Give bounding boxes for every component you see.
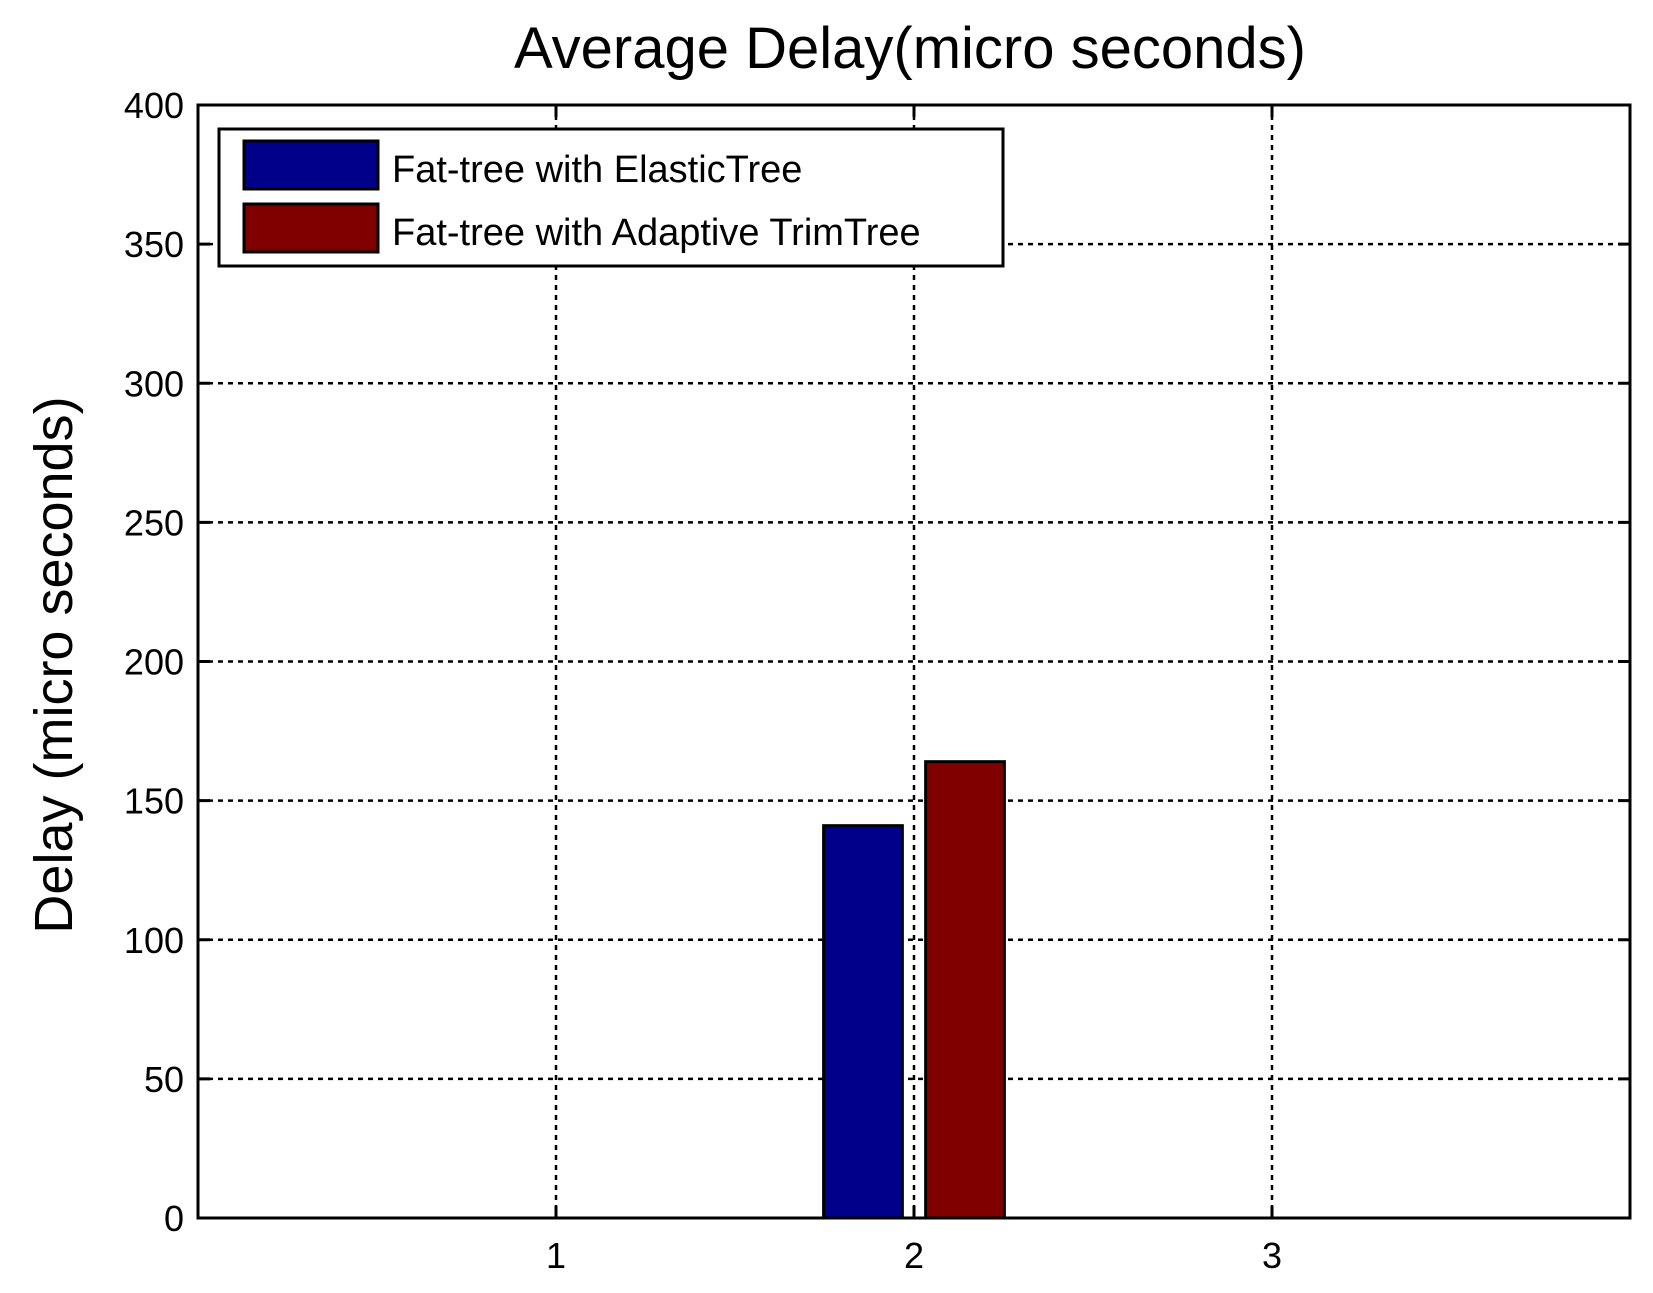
x-tick-label: 2 [904, 1235, 924, 1276]
y-tick-label: 200 [124, 642, 184, 683]
chart-title: Average Delay(micro seconds) [514, 16, 1306, 81]
y-axis-label: Delay (micro seconds) [24, 396, 84, 933]
x-tick-label: 1 [546, 1235, 566, 1276]
y-tick-label: 300 [124, 363, 184, 404]
axis-ticks: 0 50 100 150 200 250 300 350 400 1 2 3 [124, 85, 1630, 1276]
bar-series-0-cat-2 [822, 824, 904, 1220]
legend-label-elastictree: Fat-tree with ElasticTree [392, 149, 802, 191]
plot-area-border [196, 103, 1632, 1220]
legend-swatch-elastictree [242, 139, 380, 191]
grid-lines [198, 105, 1630, 1218]
y-tick-label: 100 [124, 920, 184, 961]
y-tick-label: 350 [124, 224, 184, 265]
legend-label-trimtree: Fat-tree with Adaptive TrimTree [392, 212, 921, 254]
legend: Fat-tree with ElasticTree Fat-tree with … [217, 127, 1005, 268]
y-tick-label: 250 [124, 502, 184, 543]
bars [822, 760, 1006, 1220]
legend-swatch-trimtree [242, 202, 380, 254]
y-tick-label: 400 [124, 85, 184, 126]
y-tick-label: 50 [144, 1059, 184, 1100]
y-tick-label: 150 [124, 781, 184, 822]
x-tick-label: 3 [1262, 1235, 1282, 1276]
bar-series-1-cat-2 [924, 760, 1006, 1220]
y-tick-label: 0 [164, 1198, 184, 1239]
